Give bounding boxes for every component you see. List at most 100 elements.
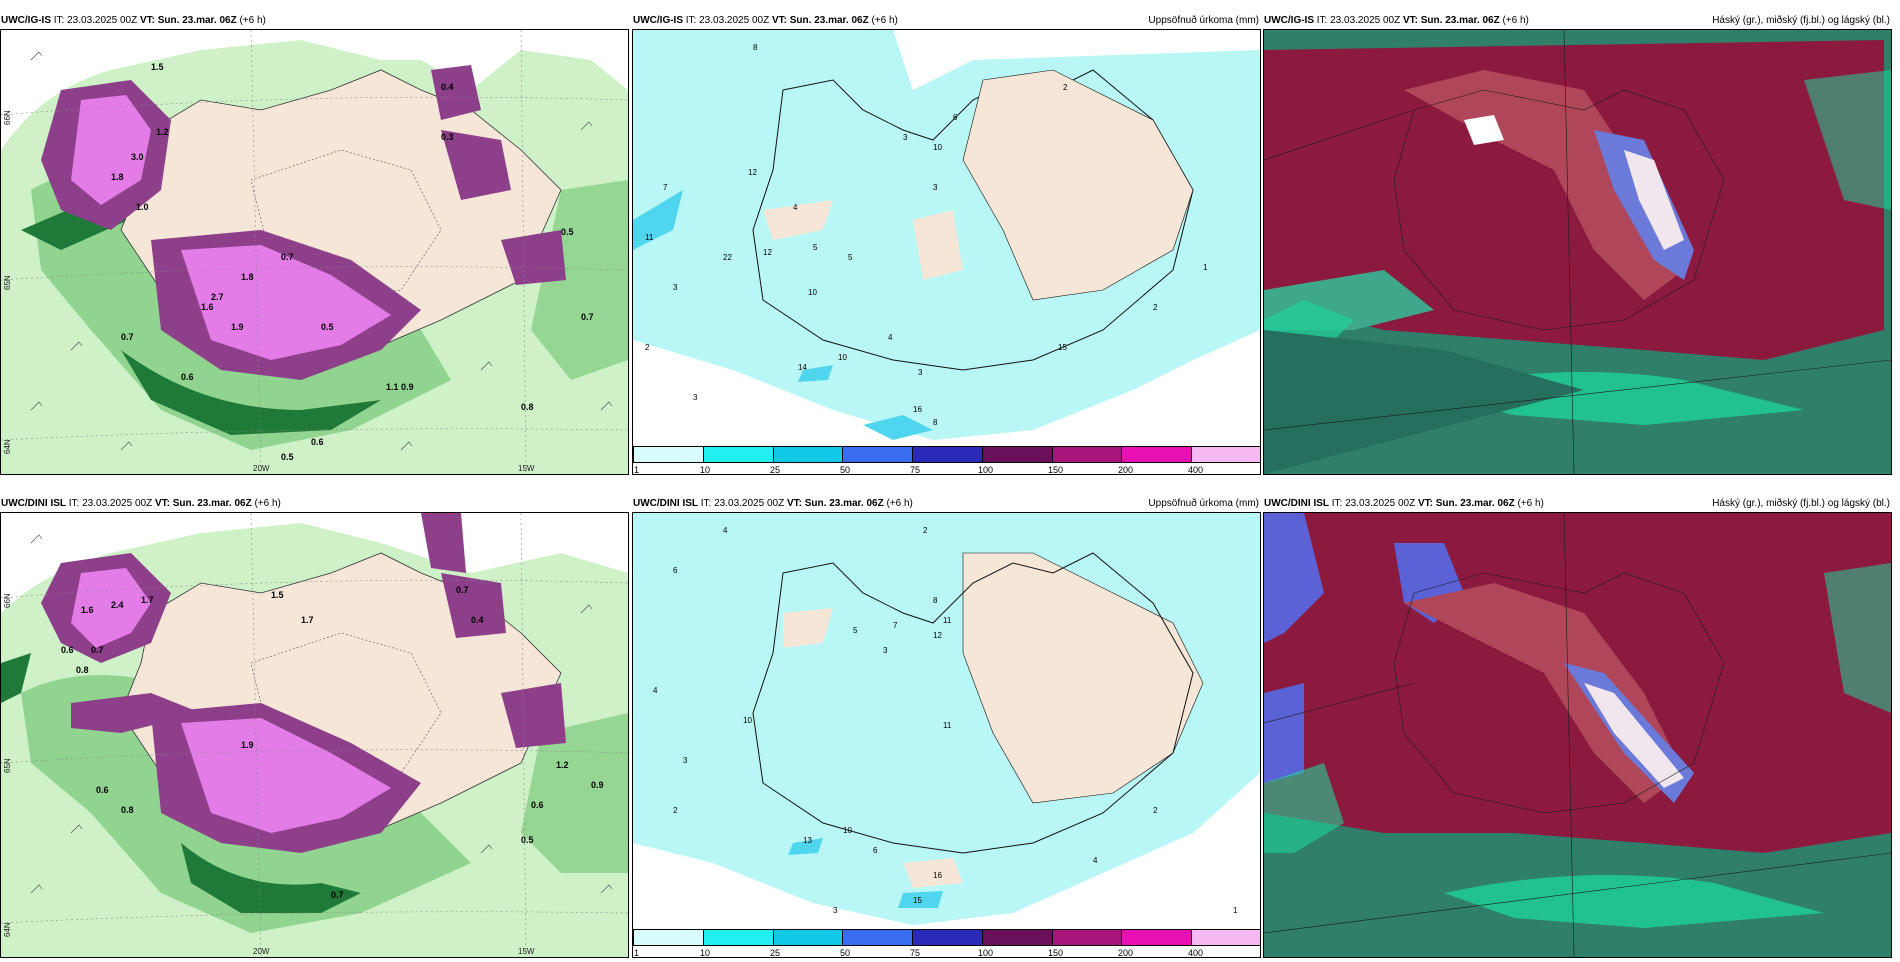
svg-text:16: 16 <box>913 405 922 414</box>
cb-tick: 50 <box>840 465 851 475</box>
svg-text:2: 2 <box>1063 83 1068 92</box>
vt-label: VT: <box>1417 498 1433 509</box>
lead-time: (+6 h) <box>254 498 281 509</box>
cb-swatch-2 <box>703 447 774 462</box>
precip-label: 1.8 <box>241 272 254 282</box>
it-label: IT: <box>53 15 65 26</box>
cloud-map <box>1263 512 1892 958</box>
precip-label: 0.5 <box>321 322 334 332</box>
vt-label: VT: <box>139 15 155 26</box>
svg-text:5: 5 <box>853 626 858 635</box>
panel-header: UWC/DINI ISL IT: 23.03.2025 00Z VT: Sun.… <box>1263 495 1892 512</box>
precip-label: 0.7 <box>581 312 594 322</box>
svg-text:2: 2 <box>673 806 678 815</box>
svg-text:8: 8 <box>753 43 758 52</box>
precip-label: 0.6 <box>181 372 194 382</box>
cloud-map-svg <box>1264 30 1891 474</box>
svg-text:6: 6 <box>673 566 678 575</box>
precip-map-svg: 1.5 1.2 3.0 1.8 1.0 1.6 1.8 2.7 1.9 0.7 … <box>1 30 628 474</box>
cb-swatch-4 <box>843 447 914 462</box>
precip-map: 1.6 2.4 1.7 0.6 0.7 0.8 1.9 1.5 1.7 0.7 … <box>0 512 629 958</box>
lat-label-64n: 64N <box>3 922 12 937</box>
vt-value: Sun. 23.mar. 06Z <box>1420 15 1500 26</box>
svg-text:4: 4 <box>1093 856 1098 865</box>
precip-label: 1.2 <box>156 127 169 137</box>
cb-tick: 100 <box>978 465 994 475</box>
svg-text:16: 16 <box>933 871 942 880</box>
cb-swatch-6 <box>982 447 1053 462</box>
cb-swatch-5 <box>913 447 983 462</box>
svg-text:13: 13 <box>803 836 812 845</box>
accum-map-svg: 4 2 6 8 11 12 7 5 3 10 11 3 4 2 13 10 6 … <box>633 513 1260 957</box>
panel-header: UWC/IG-IS IT: 23.03.2025 00Z VT: Sun. 23… <box>1263 12 1892 29</box>
precip-label: 2.4 <box>111 600 124 610</box>
precip-label: 0.7 <box>456 585 469 595</box>
precip-label: 1.5 <box>151 62 164 72</box>
svg-text:8: 8 <box>933 596 938 605</box>
precip-label: 0.4 <box>471 615 484 625</box>
svg-text:6: 6 <box>873 846 878 855</box>
svg-text:3: 3 <box>933 183 938 192</box>
it-label: IT: <box>1316 15 1328 26</box>
precip-label: 0.8 <box>121 805 134 815</box>
precip-label: 0.9 <box>591 780 604 790</box>
lat-label-65n: 65N <box>3 275 12 290</box>
precip-label: 1.6 <box>201 302 214 312</box>
svg-text:3: 3 <box>683 756 688 765</box>
cb-swatch-8 <box>1122 447 1193 462</box>
cb-swatch-6 <box>982 930 1053 945</box>
colorbar-labels: 1 10 25 50 75 100 150 200 400 <box>633 465 1260 475</box>
svg-text:3: 3 <box>903 133 908 142</box>
precip-label: 1.6 <box>81 605 94 615</box>
precip-label: 0.8 <box>521 402 534 412</box>
model-name: UWC/IG-IS <box>1 15 51 26</box>
precip-map: 1.5 1.2 3.0 1.8 1.0 1.6 1.8 2.7 1.9 0.7 … <box>0 29 629 475</box>
precip-label: 0.5 <box>281 452 294 462</box>
svg-text:2: 2 <box>1153 303 1158 312</box>
svg-text:3: 3 <box>673 283 678 292</box>
lead-time: (+6 h) <box>886 498 913 509</box>
vt-value: Sun. 23.mar. 06Z <box>789 15 869 26</box>
panel-title: Uppsöfnuð úrkoma (mm) <box>1148 15 1259 26</box>
precip-label: 1.2 <box>556 760 569 770</box>
panel-accum-bottom: UWC/DINI ISL IT: 23.03.2025 00Z VT: Sun.… <box>632 495 1261 962</box>
precip-label: 0.3 <box>441 132 454 142</box>
vt-value: Sun. 23.mar. 06Z <box>172 498 252 509</box>
model-name: UWC/DINI ISL <box>633 498 698 509</box>
precip-label: 2.7 <box>211 292 224 302</box>
panel-header: UWC/IG-IS IT: 23.03.2025 00Z VT: Sun. 23… <box>632 12 1261 29</box>
cb-swatch-2 <box>703 930 774 945</box>
accum-labels: 4 2 6 8 11 12 7 5 3 10 11 3 4 2 13 10 6 … <box>653 526 1238 915</box>
cb-tick: 10 <box>700 465 711 475</box>
lon-label-20w: 20W <box>253 464 270 473</box>
svg-text:10: 10 <box>838 353 847 362</box>
svg-text:22: 22 <box>723 253 732 262</box>
svg-text:12: 12 <box>763 248 772 257</box>
panel-precip-top: UWC/IG-IS IT: 23.03.2025 00Z VT: Sun. 23… <box>0 12 629 479</box>
svg-text:4: 4 <box>888 333 893 342</box>
precip-label: 1.9 <box>241 740 254 750</box>
vt-label: VT: <box>771 15 787 26</box>
cb-swatch-1 <box>634 447 704 462</box>
model-name: UWC/IG-IS <box>633 15 683 26</box>
precip-label: 1.8 <box>111 172 124 182</box>
it-label: IT: <box>68 498 80 509</box>
cb-swatch-3 <box>773 447 844 462</box>
cb-tick: 75 <box>910 465 921 475</box>
svg-text:10: 10 <box>743 716 752 725</box>
cb-tick: 1 <box>634 465 640 475</box>
colorbar: 1 10 25 50 75 100 150 200 400 <box>633 443 1260 475</box>
cb-swatch-9 <box>1192 447 1260 462</box>
svg-text:10: 10 <box>843 826 852 835</box>
cloud-map <box>1263 29 1892 475</box>
precip-label: 0.6 <box>311 437 324 447</box>
precip-map-svg: 1.6 2.4 1.7 0.6 0.7 0.8 1.9 1.5 1.7 0.7 … <box>1 513 628 957</box>
accum-map-svg: 8 2 6 3 10 12 5 4 3 7 11 22 12 5 10 3 2 … <box>633 30 1260 474</box>
svg-text:1: 1 <box>1203 263 1208 272</box>
svg-text:7: 7 <box>893 621 898 630</box>
vt-value: Sun. 23.mar. 06Z <box>1435 498 1515 509</box>
lon-label-15w: 15W <box>518 947 535 956</box>
lead-time: (+6 h) <box>1502 15 1529 26</box>
cb-swatch-4 <box>843 930 914 945</box>
it-value: 23.03.2025 00Z <box>714 498 785 509</box>
